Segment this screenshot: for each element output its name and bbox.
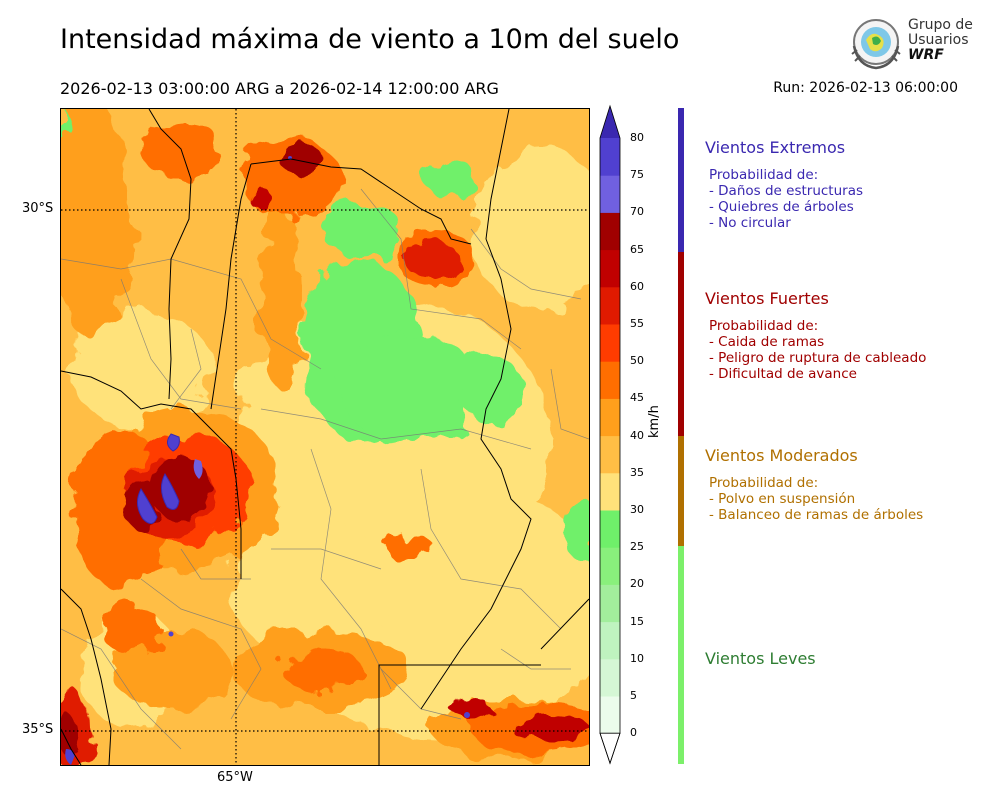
category-bar-extremos	[678, 108, 684, 252]
category-fuertes-item: - Caida de ramas	[709, 334, 825, 350]
colorbar-segment	[600, 324, 620, 362]
colorbar	[599, 104, 621, 765]
category-moderados-intro: Probabilidad de:	[709, 475, 819, 491]
category-bar-fuertes	[678, 252, 684, 436]
colorbar-tick-label: 30	[630, 503, 644, 516]
colorbar-tick-label: 5	[630, 689, 637, 702]
colorbar-tick-label: 65	[630, 242, 644, 256]
colorbar-segment	[600, 547, 620, 585]
category-moderados-item: - Balanceo de ramas de árboles	[709, 507, 924, 523]
colorbar-unit: km/h	[647, 405, 662, 438]
category-fuertes-item: - Dificultad de avance	[709, 366, 857, 382]
wrf-logo: Grupo de Usuarios WRF	[848, 16, 973, 72]
colorbar-tick-label: 15	[630, 614, 644, 628]
colorbar-segment	[600, 510, 620, 548]
colorbar-tick-label: 70	[630, 205, 644, 219]
category-extremos: Vientos Extremos Probabilidad de: - Daño…	[705, 138, 863, 231]
wind-field-svg	[61, 109, 589, 765]
colorbar-tick-label: 0	[630, 726, 637, 740]
category-moderados: Vientos Moderados Probabilidad de: - Pol…	[705, 446, 923, 523]
category-extremos-item: - Daños de estructuras	[709, 183, 864, 199]
colorbar-tick-label: 45	[630, 391, 644, 405]
colorbar-tick-label: 10	[630, 651, 644, 665]
colorbar-segment	[600, 584, 620, 623]
category-leves: Vientos Leves	[705, 649, 816, 678]
category-fuertes-title: Vientos Fuertes	[705, 289, 829, 308]
category-moderados-item: - Polvo en suspensión	[709, 491, 856, 507]
colorbar-segment	[600, 175, 620, 213]
colorbar-tick-label: 80	[630, 131, 644, 144]
colorbar-segment	[600, 249, 620, 288]
colorbar-tick-label: 50	[630, 354, 644, 368]
colorbar-segment	[600, 361, 620, 399]
category-extremos-item: - Quiebres de árboles	[709, 199, 854, 215]
colorbar-segment	[600, 621, 620, 660]
colorbar-segment	[600, 435, 620, 474]
colorbar-tick-label: 75	[630, 168, 644, 182]
category-fuertes-item: - Peligro de ruptura de cableado	[709, 350, 927, 366]
colorbar-min-arrow	[599, 732, 621, 765]
colorbar-segment	[600, 696, 620, 734]
colorbar-tick-label: 55	[630, 317, 644, 330]
category-leves-title: Vientos Leves	[705, 649, 816, 668]
map-title: Intensidad máxima de viento a 10m del su…	[60, 24, 680, 55]
colorbar-tick-label: 20	[630, 577, 644, 591]
category-fuertes: Vientos Fuertes Probabilidad de: - Caida…	[705, 289, 926, 382]
lon-label-65w: 65°W	[217, 770, 253, 785]
colorbar-max-arrow	[600, 106, 620, 138]
colorbar-tick-label: 35	[630, 465, 644, 479]
logo-line-1: Grupo de	[908, 17, 973, 33]
forecast-period: 2026-02-13 03:00:00 ARG a 2026-02-14 12:…	[60, 79, 499, 98]
logo-line-2: Usuarios	[908, 32, 969, 48]
colorbar-tick-label: 60	[630, 279, 644, 293]
logo-line-3: WRF	[908, 47, 944, 63]
category-extremos-intro: Probabilidad de:	[709, 167, 819, 183]
colorbar-outline	[599, 104, 621, 765]
lat-label-30s: 30°S	[22, 201, 54, 216]
colorbar-segment	[600, 138, 620, 176]
colorbar-segment	[600, 286, 620, 325]
colorbar-tick-label: 25	[630, 540, 644, 554]
wind-map	[60, 108, 590, 766]
category-bar-leves	[678, 546, 684, 764]
colorbar-segment	[600, 472, 620, 511]
category-fuertes-intro: Probabilidad de:	[709, 318, 819, 334]
category-extremos-title: Vientos Extremos	[705, 138, 846, 157]
run-time: Run: 2026-02-13 06:00:00	[773, 80, 958, 96]
category-extremos-item: - No circular	[709, 215, 791, 231]
colorbar-segment	[600, 658, 620, 697]
colorbar-tick-label: 40	[630, 428, 644, 442]
category-bar-moderados	[678, 436, 684, 546]
colorbar-segment	[600, 398, 620, 437]
colorbar-segment	[600, 212, 620, 251]
globe-emblem-icon	[851, 19, 901, 70]
category-moderados-title: Vientos Moderados	[705, 446, 858, 465]
lat-label-35s: 35°S	[22, 722, 54, 737]
